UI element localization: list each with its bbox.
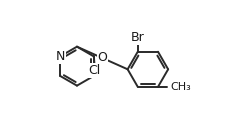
Text: Cl: Cl — [88, 64, 101, 77]
Text: O: O — [97, 52, 107, 65]
Text: N: N — [55, 50, 65, 63]
Text: Br: Br — [131, 31, 145, 44]
Text: CH₃: CH₃ — [171, 82, 191, 92]
